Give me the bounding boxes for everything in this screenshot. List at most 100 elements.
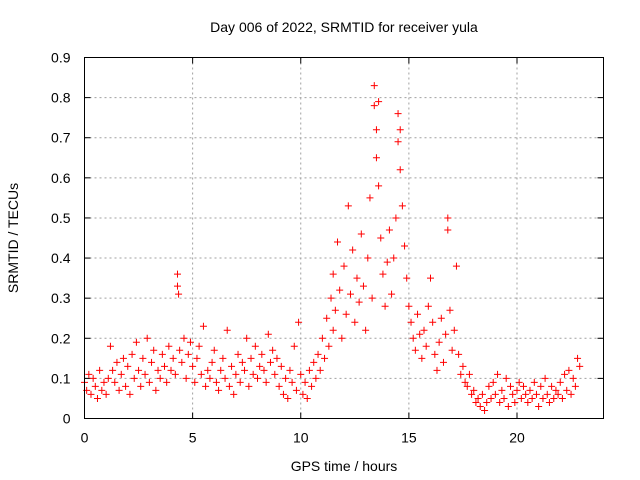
data-point — [156, 374, 164, 382]
data-point — [509, 390, 517, 398]
data-point — [119, 354, 127, 362]
data-point — [418, 354, 426, 362]
data-point — [398, 202, 406, 210]
data-point — [329, 270, 337, 278]
data-point — [163, 378, 171, 386]
data-point — [299, 390, 307, 398]
data-point — [470, 386, 478, 394]
data-point — [452, 262, 460, 270]
data-point — [556, 378, 564, 386]
data-point — [275, 382, 283, 390]
data-point — [245, 382, 253, 390]
data-point — [411, 346, 419, 354]
data-point — [500, 394, 508, 402]
data-point — [148, 358, 156, 366]
data-point — [554, 390, 562, 398]
data-point — [474, 394, 482, 402]
data-point — [180, 334, 188, 342]
data-point — [355, 298, 363, 306]
y-tick-label: 0.8 — [51, 90, 71, 106]
data-point — [459, 362, 467, 370]
data-point — [545, 398, 553, 406]
data-point — [383, 258, 391, 266]
data-point — [377, 234, 385, 242]
data-point — [251, 342, 259, 350]
data-point — [238, 358, 246, 366]
data-point — [321, 354, 329, 362]
data-point — [416, 330, 424, 338]
data-point — [336, 286, 344, 294]
data-point — [152, 386, 160, 394]
x-tick-label: 20 — [509, 430, 525, 446]
data-point — [422, 342, 430, 350]
data-point — [91, 382, 99, 390]
data-point — [202, 382, 210, 390]
data-point — [457, 370, 465, 378]
y-tick-label: 0.3 — [51, 290, 71, 306]
plot-frame — [84, 57, 604, 419]
y-tick-label: 0.4 — [51, 250, 71, 266]
data-point — [122, 382, 130, 390]
data-point — [331, 306, 339, 314]
data-point — [323, 314, 331, 322]
data-point — [130, 374, 138, 382]
data-point — [420, 326, 428, 334]
y-tick-label: 0.2 — [51, 330, 71, 346]
data-point — [85, 370, 93, 378]
data-point — [532, 390, 540, 398]
data-point — [530, 378, 538, 386]
data-point — [351, 318, 359, 326]
data-point — [394, 138, 402, 146]
data-point — [197, 370, 205, 378]
y-tick-label: 0.1 — [51, 370, 71, 386]
data-point — [537, 382, 545, 390]
data-point — [366, 194, 374, 202]
data-point — [206, 374, 214, 382]
data-point — [561, 370, 569, 378]
data-point — [357, 230, 365, 238]
data-point — [145, 378, 153, 386]
data-point — [139, 354, 147, 362]
data-point — [346, 290, 354, 298]
data-point — [150, 346, 158, 354]
data-point — [219, 354, 227, 362]
data-point — [552, 386, 560, 394]
data-point — [292, 386, 300, 394]
data-point — [210, 346, 218, 354]
data-point — [254, 374, 261, 382]
data-point — [87, 390, 95, 398]
data-point — [511, 398, 519, 406]
data-point — [234, 350, 242, 358]
y-tick-label: 0 — [63, 411, 71, 427]
data-point — [100, 378, 108, 386]
data-point — [528, 394, 536, 402]
data-point — [431, 350, 439, 358]
data-point — [117, 370, 125, 378]
data-point — [424, 302, 432, 310]
data-point — [396, 126, 404, 134]
data-point — [212, 378, 220, 386]
data-point — [199, 322, 207, 330]
data-point — [372, 126, 380, 134]
data-point — [305, 366, 313, 374]
data-point — [407, 318, 415, 326]
data-point — [271, 370, 279, 378]
data-point — [414, 310, 422, 318]
y-tick-label: 0.6 — [51, 170, 71, 186]
data-point — [442, 330, 450, 338]
data-point — [161, 362, 169, 370]
y-axis-label: SRMTID / TECUs — [5, 183, 21, 293]
data-point — [318, 334, 326, 342]
data-point — [446, 306, 454, 314]
data-point — [569, 374, 577, 382]
data-point — [141, 370, 149, 378]
data-point — [338, 334, 346, 342]
data-point — [342, 310, 350, 318]
data-point — [316, 366, 324, 374]
data-point — [128, 350, 136, 358]
data-point — [455, 350, 463, 358]
data-point — [314, 350, 322, 358]
data-point — [290, 342, 298, 350]
data-point — [232, 370, 240, 378]
data-point — [444, 226, 452, 234]
